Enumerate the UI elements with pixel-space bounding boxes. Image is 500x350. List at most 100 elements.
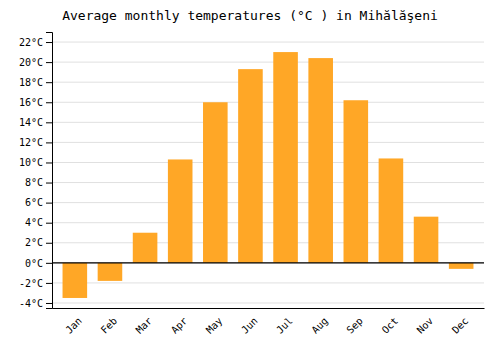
x-tick-label: Jul [274,315,295,336]
bar [63,263,88,298]
y-tick-mark [46,283,52,284]
grid-line [52,42,484,43]
y-tick: 6°C [25,197,52,208]
y-tick-mark [46,162,52,163]
y-tick: 8°C [25,177,52,188]
x-tick: May [204,315,225,336]
y-tick-mark [46,82,52,83]
grid-line [52,302,484,303]
y-tick-label: 8°C [25,177,43,188]
y-tick-mark [46,142,52,143]
y-tick: 20°C [19,57,52,68]
y-tick-label: 6°C [25,197,43,208]
bar [98,263,123,281]
y-tick-label: 12°C [19,137,43,148]
y-tick: 16°C [19,97,52,108]
zero-line [52,262,484,263]
x-tick-label: Oct [380,315,401,336]
x-tick: Mar [134,315,155,336]
x-tick-label: Nov [415,315,436,336]
x-tick: Apr [169,315,190,336]
x-tick: Aug [309,315,330,336]
y-tick-label: -4°C [19,298,43,309]
x-tick: Sep [344,315,365,336]
y-tick: 2°C [25,237,52,248]
y-tick: -4°C [19,298,52,309]
x-tick-label: Jun [239,315,260,336]
y-tick-mark [46,62,52,63]
x-tick-label: Feb [99,315,120,336]
y-tick: 12°C [19,137,52,148]
grid-line [52,82,484,83]
y-tick: 0°C [25,258,52,269]
chart: -4°C -2°C 0°C 2°C 4°C 6°C 8°C 10°C 12°C 14°C 16°C 1… [0,0,500,350]
x-tick: Oct [380,315,401,336]
bars [63,52,474,298]
x-tick-label: Jan [63,315,84,336]
grid-line [52,62,484,63]
x-tick-label: Mar [134,315,155,336]
x-tick: Dec [450,315,471,336]
y-tick-mark [46,122,52,123]
bar [414,217,439,263]
x-tick: Jan [63,315,84,336]
x-tick-label: May [204,315,225,336]
plot: -4°C -2°C 0°C 2°C 4°C 6°C 8°C 10°C 12°C 14°C 16°C 1… [19,33,485,336]
y-tick-label: 16°C [19,97,43,108]
grid-line [52,102,484,103]
y-tick-mark [46,203,52,204]
x-tick-label: Dec [450,315,471,336]
y-axis: -4°C -2°C 0°C 2°C 4°C 6°C 8°C 10°C 12°C 14°C 16°C 1… [19,33,53,309]
y-tick: 14°C [19,117,52,128]
title: Average monthly temperatures (°C ) in Mi… [62,8,438,23]
bar [308,58,333,263]
grid-line [52,282,484,283]
grid-line [52,122,484,123]
grid-line [52,162,484,163]
grid-line [52,142,484,143]
y-tick-mark [46,42,52,43]
x-tick: Jul [274,315,295,336]
x-axis-line [53,308,485,309]
x-tick-label: Aug [309,315,330,336]
x-tick-label: Sep [344,315,365,336]
bar [168,159,193,262]
x-tick: Nov [415,315,436,336]
y-tick-label: 18°C [19,77,43,88]
y-tick-mark [46,303,52,304]
grid-line [52,262,484,263]
y-tick: 22°C [19,37,52,48]
y-tick-label: 20°C [19,57,43,68]
y-tick-mark [46,263,52,264]
bar [238,69,263,263]
y-tick: 10°C [19,157,52,168]
grid-line [52,182,484,183]
y-tick-label: 0°C [25,258,43,269]
y-axis-line [46,33,53,309]
x-tick: Jun [239,315,260,336]
bar [379,158,404,262]
bar [449,263,474,269]
y-tick: 4°C [25,217,52,228]
y-tick-label: 2°C [25,237,43,248]
y-tick-mark [46,243,52,244]
x-axis: Jan Feb Mar Apr May Jun Jul Aug Sep Oct Nov Dec [53,309,485,336]
y-tick-mark [46,102,52,103]
y-tick-label: 14°C [19,117,43,128]
grid-line [52,202,484,203]
y-tick: -2°C [19,278,52,289]
y-tick-label: 10°C [19,157,43,168]
y-tick-label: -2°C [19,278,43,289]
y-tick-mark [46,183,52,184]
x-tick-label: Apr [169,315,190,336]
y-tick-label: 4°C [25,217,43,228]
bar [133,233,158,263]
bar [273,52,298,263]
x-tick: Feb [99,315,120,336]
grid [52,42,484,303]
y-tick-mark [46,223,52,224]
y-tick-label: 22°C [19,37,43,48]
bar [203,102,228,263]
y-tick: 18°C [19,77,52,88]
bar [344,100,369,263]
